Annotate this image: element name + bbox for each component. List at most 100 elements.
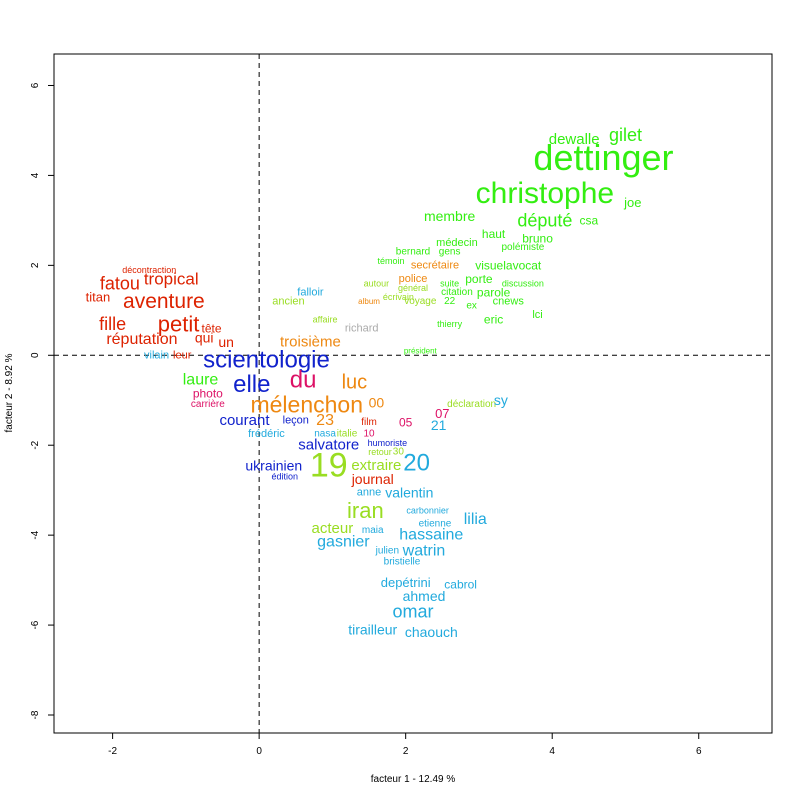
- word-label: porte: [465, 272, 493, 286]
- y-axis-title: facteur 2 - 8.92 %: [4, 353, 15, 432]
- word-label: journal: [351, 471, 394, 487]
- word-label: ancien: [272, 295, 304, 307]
- word-label: titan: [86, 289, 111, 304]
- word-label: petit: [158, 311, 200, 336]
- word-label: carrière: [191, 399, 225, 410]
- word-label: leçon: [283, 414, 309, 426]
- word-label: frédéric: [248, 428, 285, 440]
- word-label: luc: [342, 371, 368, 393]
- word-label: bristielle: [384, 557, 421, 568]
- word-label: falloir: [297, 286, 324, 298]
- word-label: cabrol: [444, 578, 477, 592]
- word-label: député: [517, 210, 572, 230]
- word-label: discussion: [502, 278, 544, 288]
- word-label: bruno: [522, 231, 553, 245]
- word-label: réputation: [106, 331, 177, 348]
- word-label: tropical: [144, 269, 199, 288]
- word-label: dettinger: [533, 137, 673, 178]
- word-label: acteur: [312, 520, 354, 537]
- x-tick-label: 0: [256, 746, 262, 757]
- word-label: photo: [193, 387, 223, 401]
- word-label: 21: [431, 417, 447, 433]
- x-tick-label: 2: [403, 746, 409, 757]
- word-label: 22: [444, 296, 456, 307]
- y-tick-label: 6: [30, 82, 41, 88]
- word-label: omar: [392, 602, 433, 622]
- word-label: visuelavocat: [475, 258, 542, 272]
- word-label: ex: [466, 300, 477, 311]
- y-tick-label: 0: [30, 352, 41, 358]
- axis-ticks: -2 0 2 4 6 -8 -6 -4 -2 0 2 4 6: [30, 82, 702, 757]
- word-label: général: [398, 283, 428, 293]
- word-label: album: [358, 297, 380, 306]
- word-label: aventure: [123, 290, 205, 313]
- word-label: depétrini: [381, 575, 431, 590]
- word-label: csa: [579, 213, 598, 227]
- reference-lines: [54, 54, 772, 733]
- word-label: thierry: [437, 319, 463, 329]
- word-label: 23: [316, 412, 334, 429]
- word-label: mélenchon: [250, 392, 363, 418]
- word-label: iran: [347, 498, 384, 523]
- word-label: décontraction: [122, 265, 176, 275]
- word-label: laure: [183, 372, 219, 389]
- word-label: joe: [623, 195, 641, 210]
- word-label: 30: [393, 446, 405, 457]
- word-label: valentin: [385, 484, 433, 500]
- word-label: richard: [345, 322, 379, 334]
- word-label: dewalle: [549, 131, 600, 148]
- word-label: président: [404, 346, 438, 355]
- word-label: chaouch: [405, 624, 458, 640]
- word-label: eric: [484, 312, 503, 326]
- word-label: citation: [441, 287, 473, 298]
- word-label: retour: [368, 447, 392, 457]
- word-label: voyage: [404, 296, 437, 307]
- word-label: sy: [494, 392, 508, 408]
- word-label: elle: [233, 371, 270, 398]
- word-label: lci: [532, 309, 542, 321]
- word-label: médecin: [436, 237, 478, 249]
- word-label: humoriste: [368, 438, 408, 448]
- word-label: polémiste: [501, 242, 544, 253]
- word-label: maia: [362, 525, 384, 536]
- y-tick-label: -4: [30, 530, 41, 539]
- word-label: qui: [195, 329, 214, 345]
- word-label: témoin: [378, 256, 405, 266]
- x-tick-label: 4: [549, 746, 555, 757]
- word-label: etienne: [419, 518, 452, 529]
- word-label: autour: [364, 278, 390, 288]
- word-label: film: [361, 417, 377, 428]
- plot-frame: [53, 53, 773, 734]
- word-label: ukrainien: [245, 457, 302, 473]
- word-label: secrétaire: [411, 259, 459, 271]
- word-label: parole: [477, 285, 511, 299]
- word-label: bernard: [396, 246, 430, 257]
- word-label: 20: [403, 450, 430, 477]
- word-label: fatou: [100, 273, 140, 293]
- word-label: 05: [399, 416, 413, 430]
- word-label: 07: [435, 406, 449, 421]
- word-label: scientologie: [203, 346, 330, 373]
- word-label: police: [399, 273, 428, 285]
- word-label: vilain: [144, 349, 169, 361]
- word-label: un: [218, 334, 234, 350]
- word-label: 10: [363, 428, 375, 439]
- word-label: déclaration: [447, 399, 496, 410]
- word-label: nasa: [314, 428, 336, 439]
- word-label: cnews: [493, 295, 525, 307]
- word-label: tirailleur: [348, 622, 397, 638]
- word-label: membre: [424, 208, 476, 224]
- y-tick-label: -6: [30, 620, 41, 629]
- y-tick-label: 4: [30, 172, 41, 178]
- word-label: extraire: [351, 457, 401, 474]
- word-label: gens: [439, 246, 461, 257]
- word-label: édition: [272, 472, 299, 482]
- word-label: 19: [310, 446, 348, 484]
- word-label: troisième: [280, 333, 341, 350]
- word-label: italie: [337, 428, 358, 439]
- y-tick-label: 2: [30, 262, 41, 268]
- word-label: gilet: [609, 125, 642, 145]
- x-axis-title: facteur 1 - 12.49 %: [371, 774, 456, 785]
- word-label: christophe: [476, 177, 614, 210]
